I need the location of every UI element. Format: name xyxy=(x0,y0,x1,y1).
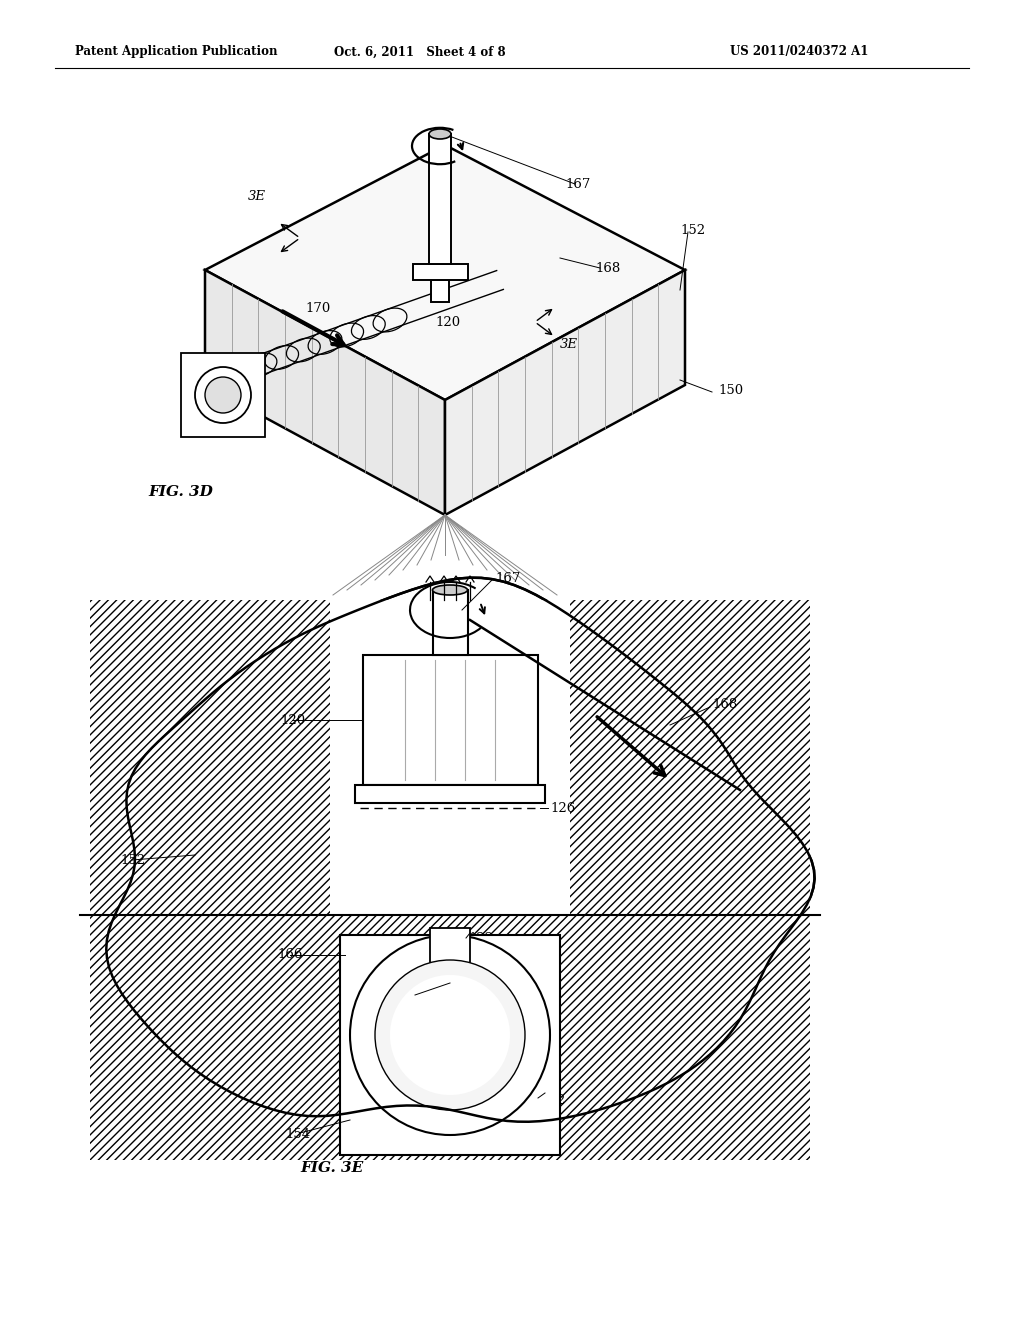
Text: 154: 154 xyxy=(285,1129,310,1142)
Text: 120: 120 xyxy=(280,714,305,726)
Text: 120: 120 xyxy=(435,315,460,329)
Text: 126: 126 xyxy=(550,801,575,814)
Text: 122: 122 xyxy=(468,932,494,945)
Bar xyxy=(430,928,470,983)
Text: 167: 167 xyxy=(565,178,591,191)
Polygon shape xyxy=(445,271,685,515)
Polygon shape xyxy=(90,601,330,915)
Bar xyxy=(432,590,468,655)
Text: US 2011/0240372 A1: US 2011/0240372 A1 xyxy=(730,45,868,58)
Polygon shape xyxy=(205,271,445,515)
Ellipse shape xyxy=(429,129,451,139)
Text: 152: 152 xyxy=(680,223,706,236)
Text: Patent Application Publication: Patent Application Publication xyxy=(75,45,278,58)
Ellipse shape xyxy=(432,585,468,595)
Bar xyxy=(429,135,451,264)
Polygon shape xyxy=(106,578,814,1122)
Circle shape xyxy=(375,960,525,1110)
Polygon shape xyxy=(330,601,570,915)
Text: 152: 152 xyxy=(120,854,145,866)
Bar xyxy=(431,280,449,302)
Text: FIG. 3E: FIG. 3E xyxy=(300,1162,364,1175)
Text: 3E: 3E xyxy=(248,190,266,202)
Text: FIG. 3D: FIG. 3D xyxy=(148,484,213,499)
Bar xyxy=(355,785,545,803)
Circle shape xyxy=(205,378,241,413)
Bar xyxy=(181,352,265,437)
Text: 166: 166 xyxy=(193,371,218,384)
Text: Oct. 6, 2011   Sheet 4 of 8: Oct. 6, 2011 Sheet 4 of 8 xyxy=(334,45,506,58)
Bar xyxy=(413,264,468,280)
Text: 162: 162 xyxy=(540,1093,565,1106)
Text: 162: 162 xyxy=(193,399,218,412)
Text: 170: 170 xyxy=(305,301,331,314)
Text: 3E: 3E xyxy=(560,338,578,351)
Polygon shape xyxy=(90,915,810,1160)
Text: 124: 124 xyxy=(406,991,430,1005)
Circle shape xyxy=(390,975,510,1096)
Text: 168: 168 xyxy=(595,261,621,275)
Text: 150: 150 xyxy=(718,384,743,396)
Bar xyxy=(340,935,560,1155)
Polygon shape xyxy=(205,145,685,400)
Circle shape xyxy=(195,367,251,422)
Text: 168: 168 xyxy=(712,698,737,711)
Bar xyxy=(362,655,538,785)
Polygon shape xyxy=(570,601,810,915)
Circle shape xyxy=(350,935,550,1135)
Text: 167: 167 xyxy=(495,572,520,585)
Text: 166: 166 xyxy=(278,949,302,961)
